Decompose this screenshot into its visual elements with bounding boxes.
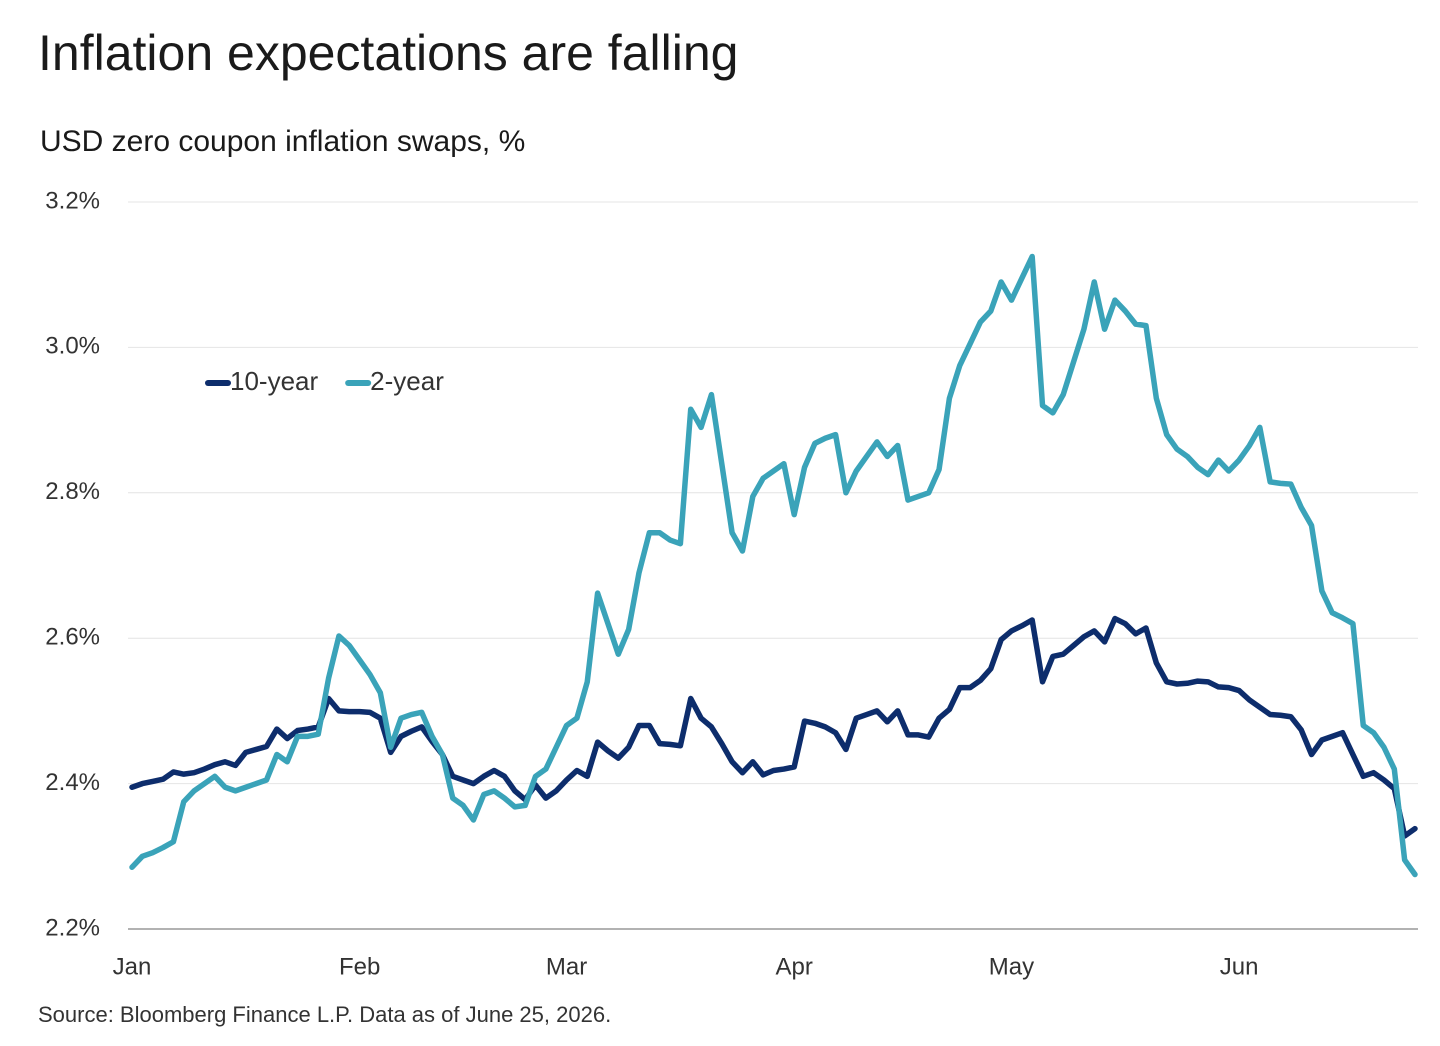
- x-tick-label: Feb: [339, 953, 380, 980]
- x-tick-label: Apr: [776, 953, 813, 980]
- legend-label: 10-year: [230, 366, 318, 396]
- y-tick-label: 3.0%: [45, 333, 100, 360]
- y-tick-label: 2.4%: [45, 769, 100, 796]
- line-series: [129, 253, 1418, 878]
- source-note: Source: Bloomberg Finance L.P. Data as o…: [38, 1002, 611, 1027]
- chart-title: Inflation expectations are falling: [38, 25, 738, 81]
- line-series: [129, 615, 1418, 839]
- x-tick-label: Mar: [546, 953, 587, 980]
- x-tick-label: May: [989, 953, 1034, 980]
- chart-subtitle: USD zero coupon inflation swaps, %: [40, 125, 525, 158]
- x-tick-label: Jan: [113, 953, 152, 980]
- y-tick-label: 2.8%: [45, 478, 100, 505]
- y-tick-label: 2.6%: [45, 624, 100, 651]
- x-tick-label: Jun: [1220, 953, 1259, 980]
- y-tick-label: 2.2%: [45, 914, 100, 941]
- legend-label: 2-year: [370, 366, 444, 396]
- y-tick-label: 3.2%: [45, 187, 100, 214]
